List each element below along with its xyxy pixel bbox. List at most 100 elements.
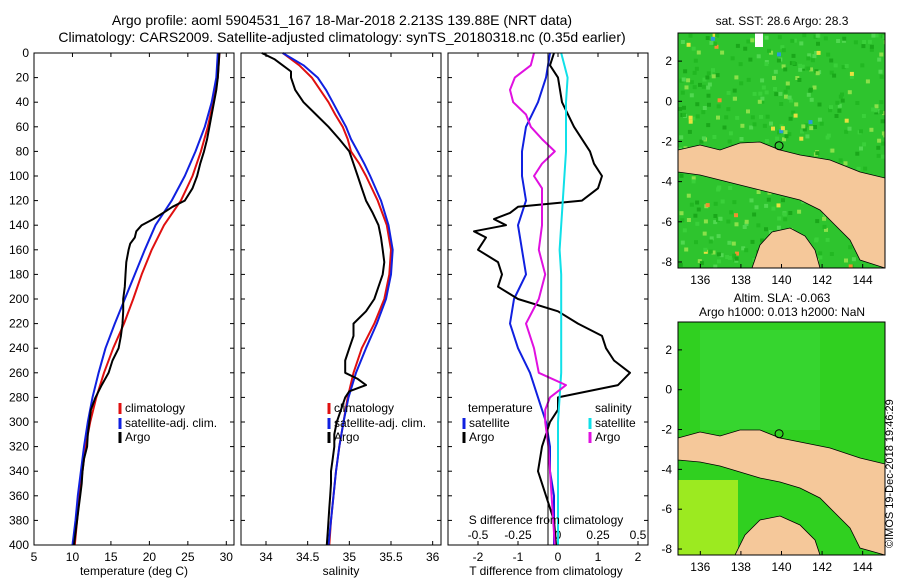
sst-cell — [848, 264, 853, 268]
x-tick-label: 35.5 — [379, 550, 403, 564]
sst-cell — [714, 44, 719, 49]
sst-cell — [711, 250, 716, 255]
sst-cell — [879, 100, 884, 105]
sal-argo-line — [261, 52, 386, 546]
s-tick-label: -0.5 — [468, 528, 489, 542]
diff-legend-temperature-heading: temperature — [468, 401, 533, 415]
sst-cell — [862, 142, 867, 147]
sst-cell — [695, 102, 700, 107]
sst-cell — [682, 112, 687, 117]
sst-cell — [754, 205, 759, 210]
depth-tick-label: 80 — [16, 144, 30, 158]
sst-cell — [708, 249, 713, 254]
sst-cell — [835, 100, 840, 105]
sst-cell — [702, 106, 707, 110]
map-y-tick-label: -2 — [661, 134, 672, 148]
sla-patch-1 — [700, 330, 820, 430]
sst-cell — [680, 40, 685, 44]
sst-cell — [844, 64, 849, 68]
sst-cell — [760, 78, 765, 83]
sst-australia-land — [751, 227, 821, 268]
sst-cell — [824, 227, 828, 232]
sst-cell — [695, 114, 700, 119]
sst-cell — [716, 115, 720, 120]
sst-cell — [708, 239, 713, 244]
sst-cell — [688, 115, 693, 120]
sst-cell — [734, 222, 739, 227]
sst-cell — [734, 213, 738, 218]
sst-cell — [882, 35, 885, 40]
sst-cell — [799, 136, 804, 141]
sla-patch-2 — [678, 480, 738, 555]
sst-cell — [694, 240, 698, 245]
depth-tick-label: 40 — [16, 95, 30, 109]
sst-cell — [776, 58, 781, 63]
sst-cell — [678, 262, 683, 267]
map-y-tick-label: 0 — [665, 94, 672, 108]
map-y-tick-label: -4 — [661, 175, 672, 189]
diff-legend-salinity-heading: salinity — [595, 401, 632, 415]
sst-cell — [848, 245, 853, 250]
sst-cell — [686, 42, 691, 47]
sst-cell — [815, 219, 820, 224]
sst-cell — [772, 75, 776, 80]
sst-cell — [865, 79, 870, 84]
sst-cell — [855, 151, 860, 156]
sst-cell — [760, 238, 765, 243]
sst-cell — [771, 126, 775, 131]
sst-cell — [800, 64, 805, 69]
temperature-tick-labels: 5 10 15 20 25 30 — [31, 53, 233, 564]
diff-t-argo-line — [473, 52, 631, 546]
sst-cell — [688, 119, 693, 124]
depth-tick-label: 180 — [9, 267, 29, 281]
sst-cell — [781, 48, 786, 53]
sst-cell — [882, 111, 885, 116]
sst-cell — [728, 186, 733, 190]
sst-cell — [715, 33, 720, 38]
sst-cell — [680, 240, 685, 245]
sst-cell — [823, 36, 828, 41]
sst-cell — [748, 57, 753, 62]
sst-cell — [764, 139, 769, 143]
sst-cell — [746, 109, 750, 114]
sst-cell — [829, 105, 833, 110]
sst-cell — [802, 127, 807, 132]
sst-cell — [816, 41, 820, 46]
map-y-tick-label: -4 — [661, 462, 672, 476]
sst-cell — [695, 221, 700, 226]
sst-cell — [812, 85, 817, 90]
sst-cell — [777, 52, 781, 57]
sst-cell — [825, 237, 830, 242]
depth-tick-label: 360 — [9, 489, 29, 503]
sst-cell — [702, 231, 707, 236]
sst-cell — [705, 36, 710, 40]
legend-satellite-label: satellite-adj. clim. — [125, 416, 217, 430]
sst-cell — [693, 213, 698, 218]
salinity-profiles — [261, 52, 394, 546]
sst-cell — [764, 90, 769, 95]
sst-cell — [750, 38, 755, 43]
sst-cell — [828, 108, 833, 113]
sst-cell — [791, 110, 796, 115]
diff-legend-t-argo-label: Argo — [469, 430, 495, 444]
sst-cell — [797, 78, 802, 82]
sst-cell — [699, 261, 704, 266]
sst-cell — [798, 63, 803, 68]
sst-cell — [836, 39, 841, 43]
sst-cell — [877, 138, 882, 143]
sst-cell — [720, 199, 725, 204]
sst-cell — [711, 68, 715, 73]
sst-cell — [840, 92, 844, 97]
sst-cell — [695, 200, 700, 205]
sst-cell — [678, 107, 683, 111]
difference-frame — [447, 52, 649, 546]
sst-cell — [762, 123, 767, 128]
salinity-legend: climatology satellite-adj. clim. Argo — [327, 401, 426, 444]
sst-cell — [847, 90, 852, 95]
sst-cell — [783, 89, 788, 94]
sst-cell — [717, 98, 722, 103]
depth-tick-label: 220 — [9, 317, 29, 331]
sst-cell — [834, 114, 839, 118]
sst-cell — [873, 108, 878, 113]
